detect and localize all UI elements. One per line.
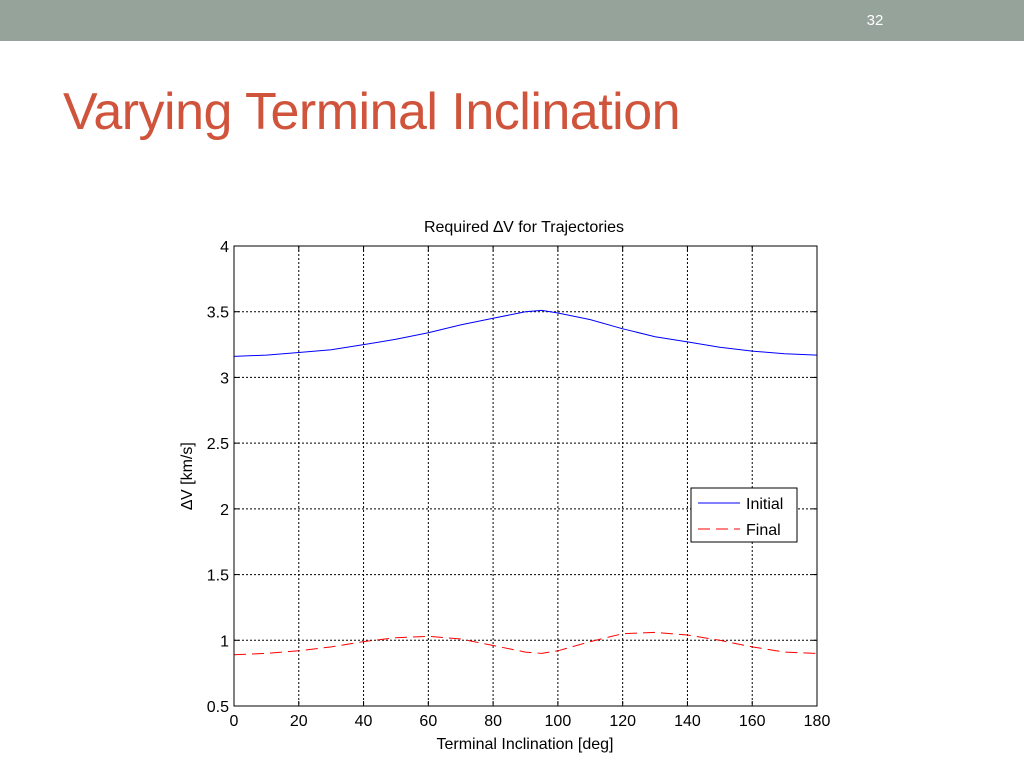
legend-box	[690, 487, 798, 543]
x-tick-label: 160	[739, 713, 766, 730]
x-tick-label: 40	[355, 713, 373, 730]
y-tick-label: 1.5	[207, 568, 229, 585]
x-tick-label: 60	[419, 713, 437, 730]
y-tick-label: 2	[220, 502, 229, 519]
y-tick-label: 2.5	[207, 436, 229, 453]
y-tick-label: 3.5	[207, 305, 229, 322]
x-tick-label: 100	[545, 713, 572, 730]
y-tick-label: 4	[220, 239, 229, 256]
x-tick-label: 180	[804, 713, 831, 730]
x-tick-label: 80	[484, 713, 502, 730]
x-axis-label: Terminal Inclination [deg]	[437, 736, 614, 753]
page-number: 32	[866, 12, 884, 29]
series-line-initial	[233, 309, 818, 357]
slide-title: Varying Terminal Inclination	[63, 83, 681, 141]
y-axis-label: ∆V [km/s]	[179, 442, 196, 510]
y-tick-label: 1	[220, 633, 229, 650]
legend-label-initial: Initial	[746, 496, 783, 513]
top-bar	[0, 0, 1024, 41]
x-tick-label: 120	[609, 713, 636, 730]
series-line-final	[233, 631, 818, 656]
y-tick-label: 3	[220, 370, 229, 387]
series-layer	[233, 309, 818, 656]
grid-layer	[234, 246, 817, 706]
y-tick-label: 0.5	[207, 699, 229, 716]
x-tick-label: 20	[290, 713, 308, 730]
x-tick-label: 140	[674, 713, 701, 730]
chart-title: Required ∆V for Trajectories	[424, 219, 624, 236]
x-tick-label: 0	[230, 713, 239, 730]
tick-layer: 0 20 40 60 80 100 120 140 160 180 0.5 1 1.5 2 2.5 3 3.5 4	[207, 239, 831, 730]
plot-frame	[233, 245, 818, 707]
legend-label-final: Final	[746, 522, 781, 539]
legend: Initial Final	[690, 487, 798, 543]
